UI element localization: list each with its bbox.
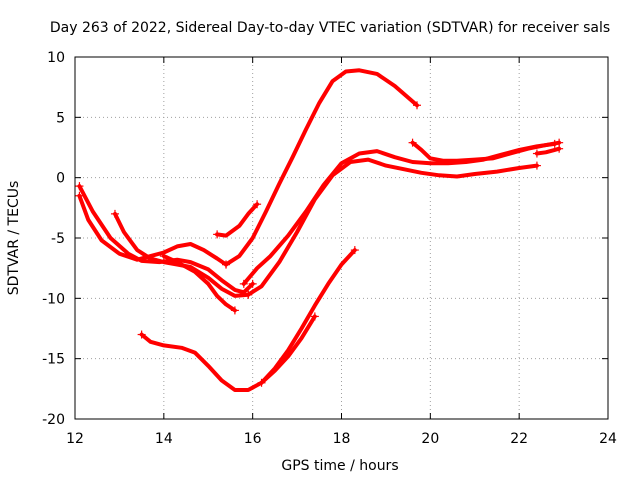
data-point [257, 378, 266, 387]
grid [75, 57, 608, 419]
data-point [213, 230, 222, 239]
data-point [310, 312, 319, 321]
data-point [248, 279, 257, 288]
data-point [408, 138, 417, 147]
x-tick-label: 14 [155, 431, 173, 447]
data-point [75, 182, 84, 191]
series-track-7 [244, 157, 541, 299]
y-tick-label: -20 [42, 412, 65, 428]
series-line [410, 140, 562, 163]
series-line [113, 211, 251, 298]
series-line [139, 314, 317, 392]
y-tick-label: -10 [42, 291, 65, 307]
series-line [246, 157, 539, 297]
y-tick-label: -15 [42, 352, 65, 368]
x-tick-label: 20 [421, 431, 439, 447]
series-track-5 [239, 139, 559, 288]
series-line [259, 248, 357, 385]
data-point [413, 101, 422, 110]
series-track-8 [159, 252, 239, 315]
x-tick-label: 24 [599, 431, 617, 447]
data-point [253, 200, 262, 209]
data-point [110, 209, 119, 218]
series-track-10 [257, 246, 359, 387]
data-point [532, 161, 541, 170]
series-track-11 [408, 138, 564, 163]
data-point [159, 252, 168, 261]
data-point [230, 306, 239, 315]
x-tick-label: 16 [244, 431, 262, 447]
series-track-3 [213, 200, 262, 239]
series-line [534, 146, 562, 156]
y-tick-label: 0 [56, 171, 65, 187]
y-tick-label: 10 [47, 50, 65, 66]
data-point [222, 260, 231, 269]
data-point [350, 246, 359, 255]
series-track-9 [137, 312, 319, 392]
y-axis-label: SDTVAR / TECUs [6, 181, 22, 296]
data-point [75, 191, 84, 200]
data-point [244, 290, 253, 299]
series-track-1 [75, 191, 231, 269]
series-line [215, 202, 260, 238]
x-tick-label: 12 [66, 431, 84, 447]
series-line [77, 184, 255, 295]
series-group [75, 68, 564, 392]
series-line [161, 254, 237, 313]
data-point [555, 144, 564, 153]
x-tick-label: 22 [510, 431, 528, 447]
series-line [224, 68, 419, 267]
series-track-4 [75, 182, 257, 295]
axis-ticks: 12 14 16 18 20 22 24 -20 -15 -10 -5 0 5 10 [42, 50, 617, 447]
x-axis-label: GPS time / hours [281, 458, 398, 474]
data-point [137, 330, 146, 339]
series-track-2 [222, 68, 422, 269]
y-tick-label: -5 [51, 231, 65, 247]
series-line [77, 193, 228, 267]
data-point [532, 149, 541, 158]
data-point [239, 279, 248, 288]
y-tick-label: 5 [56, 110, 65, 126]
series-track-12 [532, 144, 564, 158]
chart-title: Day 263 of 2022, Sidereal Day-to-day VTE… [50, 20, 610, 36]
x-tick-label: 18 [333, 431, 351, 447]
